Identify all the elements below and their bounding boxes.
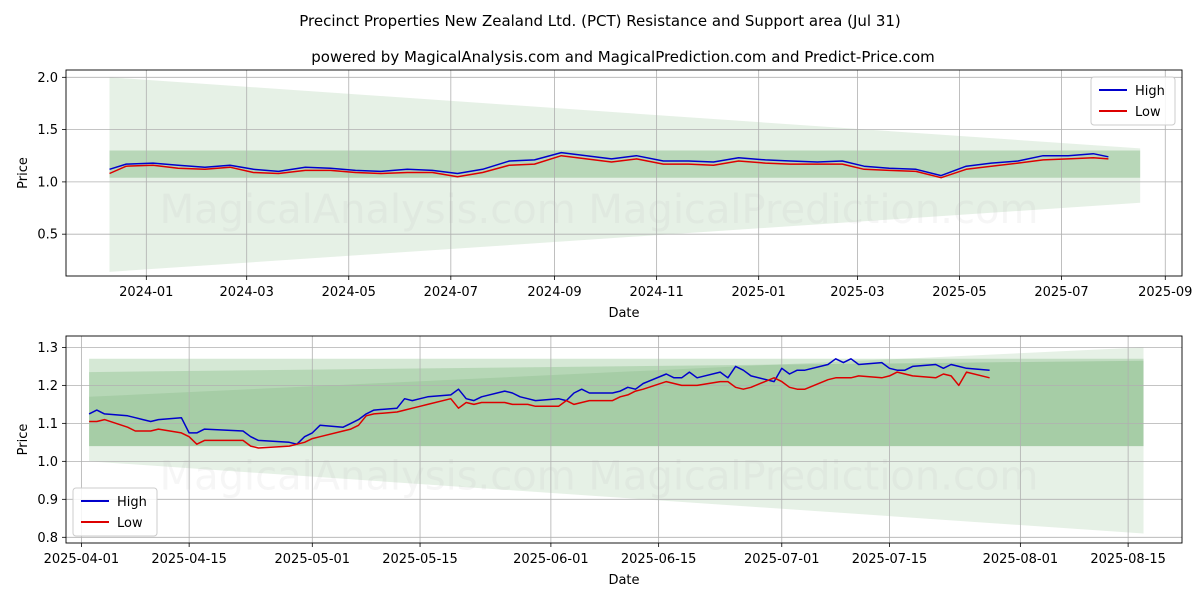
x-tick-label: 2025-05-15 [382,552,458,567]
x-tick-label: 2024-09 [527,285,581,300]
chart-subtitle: powered by MagicalAnalysis.com and Magic… [311,48,935,66]
y-axis-label: Price [16,157,31,189]
y-tick-label: 2.0 [37,71,58,86]
support-resistance-band [89,358,1144,447]
x-tick-label: 2025-01 [732,285,786,300]
x-tick-label: 2024-11 [629,285,683,300]
x-tick-label: 2025-08-01 [983,552,1059,567]
legend-label-high: High [1135,84,1165,99]
legend-label-high: High [117,495,147,510]
x-tick-label: 2025-06-15 [621,552,697,567]
x-tick-label: 2025-07-01 [744,552,820,567]
x-tick-label: 2024-03 [220,285,274,300]
y-tick-label: 1.1 [37,417,58,432]
series-line-low [89,371,990,449]
support-resistance-band [89,347,1144,534]
y-tick-label: 0.9 [37,493,58,508]
x-tick-label: 2024-05 [322,285,376,300]
x-tick-label: 2025-08-15 [1090,552,1166,567]
x-tick-label: 2025-05-01 [275,552,351,567]
y-tick-label: 0.5 [37,228,58,243]
plot-frame [65,335,1183,544]
x-tick-label: 2025-09 [1138,285,1192,300]
y-tick-label: 1.3 [37,341,58,356]
x-axis-label: Date [608,573,639,588]
x-tick-label: 2024-01 [119,285,173,300]
x-tick-label: 2025-06-01 [513,552,589,567]
x-tick-label: 2025-07 [1034,285,1088,300]
series-line-high [109,151,1109,177]
y-tick-label: 1.0 [37,455,58,470]
legend-label-low: Low [1135,105,1161,120]
support-resistance-band [89,360,1144,447]
chart-title: Precinct Properties New Zealand Ltd. (PC… [299,12,901,30]
series-line-high [88,358,990,445]
x-tick-label: 2025-04-01 [44,552,120,567]
plot-frame [65,69,1183,277]
x-tick-label: 2025-07-15 [852,552,928,567]
top-plot: 2024-01 2024-03 2024-05 2024-07 2024-09 2024-… [16,69,1192,321]
x-tick-label: 2025-03 [830,285,884,300]
bottom-plot: 2025-04-01 2025-04-15 2025-05-01 2025-05-15… [16,335,1183,588]
x-axis-label: Date [608,306,639,321]
y-tick-label: 0.8 [37,531,58,546]
y-tick-label: 1.0 [37,175,58,190]
y-tick-label: 1.5 [37,123,58,138]
series-line-low [109,154,1109,179]
watermark: MagicalAnalysis.com MagicalPrediction.co… [160,187,1039,233]
x-tick-label: 2024-07 [424,285,478,300]
y-axis-label: Price [16,424,31,456]
x-tick-label: 2025-04-15 [151,552,227,567]
legend-label-low: Low [117,516,143,531]
watermark: MagicalAnalysis.com MagicalPrediction.co… [160,454,1039,500]
y-tick-label: 1.2 [37,379,58,394]
support-resistance-band [109,77,1141,272]
x-tick-label: 2025-05 [932,285,986,300]
